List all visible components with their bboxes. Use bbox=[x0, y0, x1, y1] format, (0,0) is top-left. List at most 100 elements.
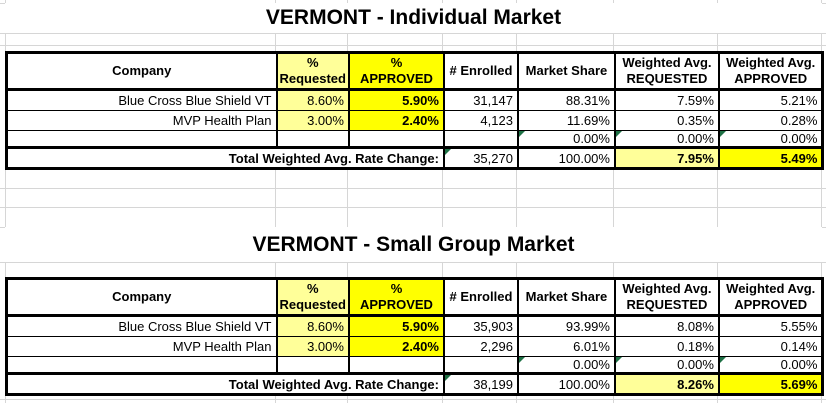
weighted-requested-value: 0.00% bbox=[677, 357, 714, 373]
gridline bbox=[0, 33, 826, 34]
weighted-requested-cell[interactable]: 0.35% bbox=[613, 110, 720, 131]
enrolled-cell[interactable] bbox=[442, 356, 519, 374]
total-row: Total Weighted Avg. Rate Change: 38,199 … bbox=[5, 372, 824, 395]
col-header-enrolled[interactable]: # Enrolled bbox=[442, 52, 519, 91]
gridline bbox=[0, 207, 826, 208]
weighted-requested-cell[interactable]: 8.08% bbox=[613, 315, 720, 337]
approved-cell[interactable] bbox=[347, 130, 445, 148]
company-cell[interactable]: MVP Health Plan bbox=[5, 336, 278, 357]
col-header-company[interactable]: Company bbox=[5, 278, 278, 317]
weighted-requested-value: 0.00% bbox=[677, 131, 714, 147]
weighted-approved-cell[interactable]: 5.21% bbox=[717, 89, 824, 111]
individual-market-title: VERMONT - Individual Market bbox=[5, 3, 822, 33]
market-share-cell[interactable]: 93.99% bbox=[516, 315, 616, 337]
approved-cell[interactable]: 2.40% bbox=[347, 110, 445, 131]
table-row: MVP Health Plan 3.00% 2.40% 4,123 11.69%… bbox=[5, 110, 824, 131]
total-label-cell[interactable]: Total Weighted Avg. Rate Change: bbox=[5, 146, 445, 169]
requested-cell[interactable]: 3.00% bbox=[275, 110, 350, 131]
requested-cell[interactable]: 3.00% bbox=[275, 336, 350, 357]
col-header-requested-line1: % bbox=[306, 55, 319, 70]
company-cell[interactable]: MVP Health Plan bbox=[5, 110, 278, 131]
weighted-requested-cell[interactable]: 0.00% bbox=[613, 356, 720, 374]
col-header-enrolled[interactable]: # Enrolled bbox=[442, 278, 519, 317]
col-header-requested-line1: % bbox=[306, 281, 319, 296]
market-share-cell[interactable]: 6.01% bbox=[516, 336, 616, 357]
approved-cell[interactable]: 5.90% bbox=[347, 315, 445, 337]
col-header-approved-line2: APPROVED bbox=[359, 71, 433, 86]
enrolled-cell[interactable]: 35,903 bbox=[442, 315, 519, 337]
requested-cell[interactable] bbox=[275, 356, 350, 374]
total-weighted-requested-cell[interactable]: 7.95% bbox=[613, 146, 720, 169]
table-row: 0.00% 0.00% 0.00% bbox=[5, 130, 824, 148]
market-share-cell[interactable]: 0.00% bbox=[516, 130, 616, 148]
requested-cell[interactable] bbox=[275, 130, 350, 148]
total-label-cell[interactable]: Total Weighted Avg. Rate Change: bbox=[5, 372, 445, 395]
col-header-requested-line2: Requested bbox=[279, 71, 346, 86]
enrolled-cell[interactable] bbox=[442, 130, 519, 148]
col-header-weighted-requested[interactable]: Weighted Avg. REQUESTED bbox=[613, 278, 720, 317]
total-market-share-cell[interactable]: 100.00% bbox=[516, 372, 616, 395]
company-cell[interactable]: Blue Cross Blue Shield VT bbox=[5, 89, 278, 111]
weighted-requested-cell[interactable]: 7.59% bbox=[613, 89, 720, 111]
enrolled-cell[interactable]: 31,147 bbox=[442, 89, 519, 111]
requested-cell[interactable]: 8.60% bbox=[275, 315, 350, 337]
gridline bbox=[0, 399, 826, 400]
enrolled-cell[interactable]: 2,296 bbox=[442, 336, 519, 357]
company-cell[interactable]: Blue Cross Blue Shield VT bbox=[5, 315, 278, 337]
market-share-cell[interactable]: 11.69% bbox=[516, 110, 616, 131]
weighted-approved-cell[interactable]: 0.00% bbox=[717, 356, 824, 374]
col-header-weighted-approved[interactable]: Weighted Avg. APPROVED bbox=[717, 278, 824, 317]
gridline bbox=[275, 0, 276, 403]
gridline bbox=[5, 0, 6, 403]
error-flag-icon bbox=[519, 357, 525, 363]
col-header-requested[interactable]: % Requested bbox=[275, 278, 350, 317]
approved-cell[interactable]: 2.40% bbox=[347, 336, 445, 357]
small-group-market-table: Company % Requested % APPROVED # Enrolle… bbox=[5, 277, 825, 396]
gridline bbox=[0, 262, 826, 263]
total-enrolled-cell[interactable]: 35,270 bbox=[442, 146, 519, 169]
total-weighted-approved-cell[interactable]: 5.49% bbox=[717, 146, 824, 169]
col-header-market-share[interactable]: Market Share bbox=[516, 52, 616, 91]
total-weighted-approved-cell[interactable]: 5.69% bbox=[717, 372, 824, 395]
total-market-share-cell[interactable]: 100.00% bbox=[516, 146, 616, 169]
total-weighted-requested-cell[interactable]: 8.26% bbox=[613, 372, 720, 395]
weighted-approved-value: 0.00% bbox=[780, 357, 818, 373]
col-header-requested[interactable]: % Requested bbox=[275, 52, 350, 91]
weighted-approved-value: 0.00% bbox=[780, 131, 818, 147]
col-header-approved-line1: % bbox=[390, 55, 403, 70]
error-flag-icon bbox=[445, 150, 451, 155]
weighted-approved-cell[interactable]: 0.14% bbox=[717, 336, 824, 357]
enrolled-cell[interactable]: 4,123 bbox=[442, 110, 519, 131]
col-header-company[interactable]: Company bbox=[5, 52, 278, 91]
company-cell[interactable] bbox=[5, 356, 278, 374]
col-header-approved[interactable]: % APPROVED bbox=[347, 52, 445, 91]
market-share-value: 0.00% bbox=[573, 357, 610, 373]
col-header-market-share[interactable]: Market Share bbox=[516, 278, 616, 317]
market-share-cell[interactable]: 88.31% bbox=[516, 89, 616, 111]
weighted-approved-cell[interactable]: 0.00% bbox=[717, 130, 824, 148]
error-flag-icon bbox=[720, 131, 726, 137]
market-share-value: 0.00% bbox=[573, 131, 610, 147]
col-header-weighted-approved[interactable]: Weighted Avg. APPROVED bbox=[717, 52, 824, 91]
market-share-cell[interactable]: 0.00% bbox=[516, 356, 616, 374]
table-row: MVP Health Plan 3.00% 2.40% 2,296 6.01% … bbox=[5, 336, 824, 357]
col-header-weighted-requested[interactable]: Weighted Avg. REQUESTED bbox=[613, 52, 720, 91]
total-enrolled-cell[interactable]: 38,199 bbox=[442, 372, 519, 395]
individual-market-table: Company % Requested % APPROVED # Enrolle… bbox=[5, 51, 825, 170]
weighted-approved-cell[interactable]: 5.55% bbox=[717, 315, 824, 337]
small-group-market-title: VERMONT - Small Group Market bbox=[5, 227, 822, 262]
weighted-approved-cell[interactable]: 0.28% bbox=[717, 110, 824, 131]
requested-cell[interactable]: 8.60% bbox=[275, 89, 350, 111]
col-header-approved[interactable]: % APPROVED bbox=[347, 278, 445, 317]
col-header-weighted-approved-line2: APPROVED bbox=[734, 297, 808, 312]
company-cell[interactable] bbox=[5, 130, 278, 148]
table-row: Blue Cross Blue Shield VT 8.60% 5.90% 31… bbox=[5, 89, 824, 111]
approved-cell[interactable]: 5.90% bbox=[347, 89, 445, 111]
error-flag-icon bbox=[616, 357, 622, 363]
table-row: 0.00% 0.00% 0.00% bbox=[5, 356, 824, 374]
col-header-weighted-requested-line2: REQUESTED bbox=[626, 71, 708, 86]
gridline bbox=[516, 0, 517, 403]
weighted-requested-cell[interactable]: 0.00% bbox=[613, 130, 720, 148]
weighted-requested-cell[interactable]: 0.18% bbox=[613, 336, 720, 357]
approved-cell[interactable] bbox=[347, 356, 445, 374]
